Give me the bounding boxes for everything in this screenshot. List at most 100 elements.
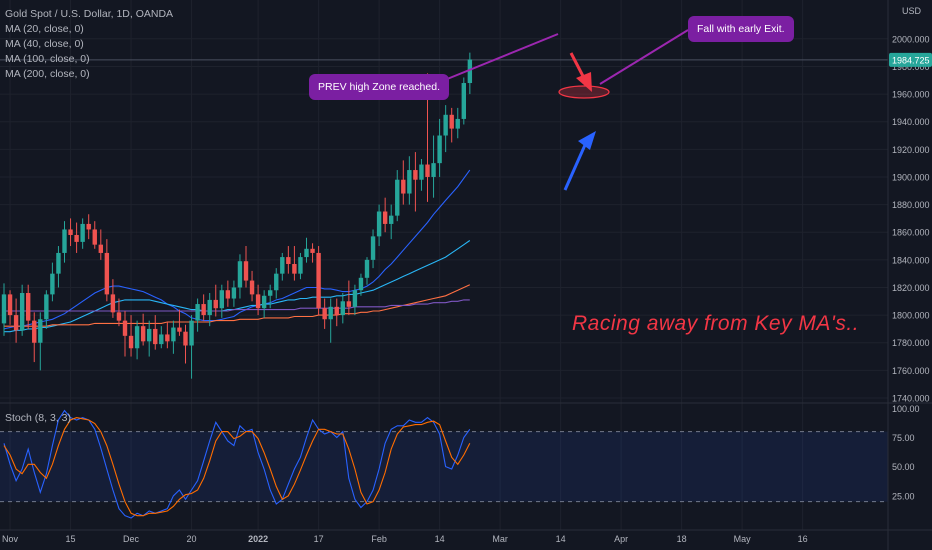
- candle-body: [116, 312, 122, 321]
- symbol-title[interactable]: Gold Spot / U.S. Dollar, 1D, OANDA: [5, 8, 174, 20]
- candle-body: [268, 290, 273, 296]
- time-tick-label: 14: [556, 534, 566, 544]
- candle-body: [249, 280, 255, 295]
- candle-body: [74, 234, 79, 242]
- chart-legend: Gold Spot / U.S. Dollar, 1D, OANDA MA (2…: [5, 7, 173, 82]
- stoch-tick-label: 75.00: [892, 433, 915, 443]
- price-tick-label: 1780.000: [892, 338, 930, 348]
- price-tick-label: 1940.000: [892, 117, 930, 127]
- stoch-tick-label: 50.00: [892, 462, 915, 472]
- price-tick-label: 1740.000: [892, 394, 930, 404]
- candle-body: [62, 229, 67, 253]
- stoch-line-1: [3, 409, 471, 519]
- candle-body: [231, 287, 237, 299]
- candle-body: [358, 277, 364, 291]
- candle-body: [255, 294, 261, 309]
- candle-body: [86, 223, 91, 230]
- price-tick-label: 1960.000: [892, 90, 930, 100]
- time-tick-label: 2022: [248, 534, 268, 544]
- candle-body: [92, 229, 97, 245]
- stoch-tick-label: 100.00: [892, 404, 920, 414]
- time-tick-label: May: [734, 534, 752, 544]
- candle-body: [225, 290, 231, 299]
- time-tick-label: Mar: [492, 534, 508, 544]
- price-tick-label: 1800.000: [892, 311, 930, 321]
- price-tick-label: 1980.000: [892, 62, 930, 72]
- candles: [1, 52, 473, 379]
- ma-line-1: [3, 169, 471, 330]
- candle-body: [104, 252, 110, 295]
- down-arrow-head: [576, 72, 592, 92]
- time-tick-label: 17: [314, 534, 324, 544]
- ma-200-label[interactable]: MA (200, close, 0): [5, 68, 90, 80]
- prev-high-callout[interactable]: PREV high Zone reached.: [309, 74, 449, 100]
- candle-body: [461, 83, 466, 119]
- price-tick-label: 2000.000: [892, 34, 930, 44]
- fall-exit-pointer: [599, 29, 689, 85]
- price-tick-label: 1920.000: [892, 145, 930, 155]
- candle-body: [322, 308, 327, 320]
- price-axis[interactable]: 1740.000 1760.000 1780.000 1800.000 1820.000…: [889, 6, 932, 404]
- candle-body: [98, 244, 103, 253]
- time-tick-label: Apr: [614, 534, 628, 544]
- candle-body: [207, 299, 212, 316]
- racing-note[interactable]: Racing away from Key MA's..: [572, 312, 860, 335]
- candle-body: [413, 170, 418, 180]
- candle-body: [128, 335, 134, 349]
- stoch-grid: [0, 431, 888, 503]
- candle-body: [425, 164, 430, 177]
- time-tick-label: Dec: [123, 534, 140, 544]
- candle-body: [419, 164, 424, 180]
- candle-body: [32, 320, 37, 343]
- ma-100-label[interactable]: MA (100, close, 0): [5, 53, 90, 65]
- candle-body: [389, 215, 394, 224]
- candle-body: [7, 294, 13, 316]
- candle-body: [177, 327, 182, 332]
- candle-body: [122, 320, 128, 336]
- stoch-tick-label: 25.00: [892, 491, 915, 501]
- candle-body: [407, 170, 412, 194]
- candle-body: [334, 306, 339, 316]
- stoch-line-2: [3, 417, 471, 517]
- candle-body: [13, 315, 19, 331]
- candle-body: [437, 135, 442, 164]
- stoch-axis[interactable]: 25.00 50.00 75.00 100.00: [892, 404, 920, 502]
- candle-body: [395, 179, 400, 216]
- drawings: [424, 29, 689, 191]
- candle-body: [340, 301, 345, 316]
- candle-body: [382, 211, 388, 224]
- candle-body: [44, 294, 49, 320]
- candle-body: [171, 327, 176, 342]
- current-price-tag: [889, 52, 932, 67]
- candle-body: [352, 290, 358, 307]
- candle-body: [140, 326, 146, 342]
- candle-body: [298, 257, 303, 274]
- candle-body: [26, 293, 31, 321]
- price-tick-label: 1880.000: [892, 200, 930, 210]
- time-tick-label: 20: [187, 534, 197, 544]
- candle-body: [370, 236, 376, 260]
- candle-body: [286, 257, 291, 264]
- stoch-label[interactable]: Stoch (8, 3, 3): [5, 412, 71, 424]
- candle-body: [243, 261, 249, 281]
- candle-body: [261, 295, 267, 309]
- stochastic-lines: [3, 409, 471, 519]
- price-tick-label: 1860.000: [892, 228, 930, 238]
- candle-body: [346, 301, 352, 307]
- price-tick-label: 1760.000: [892, 366, 930, 376]
- candle-body: [280, 257, 285, 274]
- up-arrow-head: [578, 131, 596, 150]
- time-axis[interactable]: Nov 15 Dec 20 2022 17 Feb 14 Mar 14 Apr 18 May 16: [2, 534, 808, 544]
- exit-zone-ellipse: [558, 85, 610, 99]
- ma-line-4: [4, 299, 470, 312]
- ma-20-label[interactable]: MA (20, close, 0): [5, 23, 84, 35]
- candle-body: [219, 290, 224, 309]
- ma-40-label[interactable]: MA (40, close, 0): [5, 38, 84, 50]
- candle-body: [50, 273, 55, 295]
- candle-body: [274, 273, 279, 291]
- time-tick-label: 18: [677, 534, 687, 544]
- candle-body: [213, 299, 218, 309]
- fall-exit-callout[interactable]: Fall with early Exit.: [688, 16, 794, 42]
- ma-line-3: [4, 284, 471, 327]
- candle-body: [165, 334, 170, 342]
